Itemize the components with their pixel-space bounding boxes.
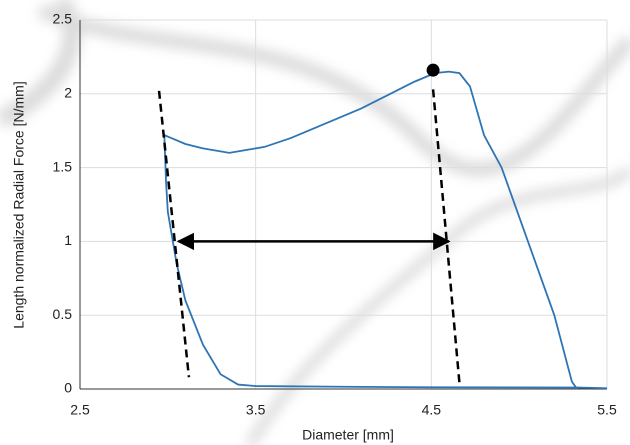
curve — [163, 70, 608, 390]
x-tick-label: 5.5 — [597, 402, 617, 418]
point — [426, 63, 440, 77]
x-tick-label: 3.5 — [246, 402, 266, 418]
y-tick-label: 1.5 — [53, 158, 73, 174]
x-axis-label: Diameter [mm] — [302, 427, 394, 443]
y-axis-label: Length normalized Radial Force [N/mm] — [11, 81, 27, 328]
dashed-line — [157, 90, 191, 378]
x-tick-label: 4.5 — [422, 402, 442, 418]
x-tick-label: 2.5 — [70, 402, 90, 418]
y-tick-label: 1 — [64, 232, 72, 248]
y-tick-label: 0.5 — [53, 306, 73, 322]
y-tick-label: 0 — [64, 380, 72, 396]
y-tick-label: 2 — [64, 85, 72, 101]
y-tick-label: 2.5 — [53, 11, 73, 27]
